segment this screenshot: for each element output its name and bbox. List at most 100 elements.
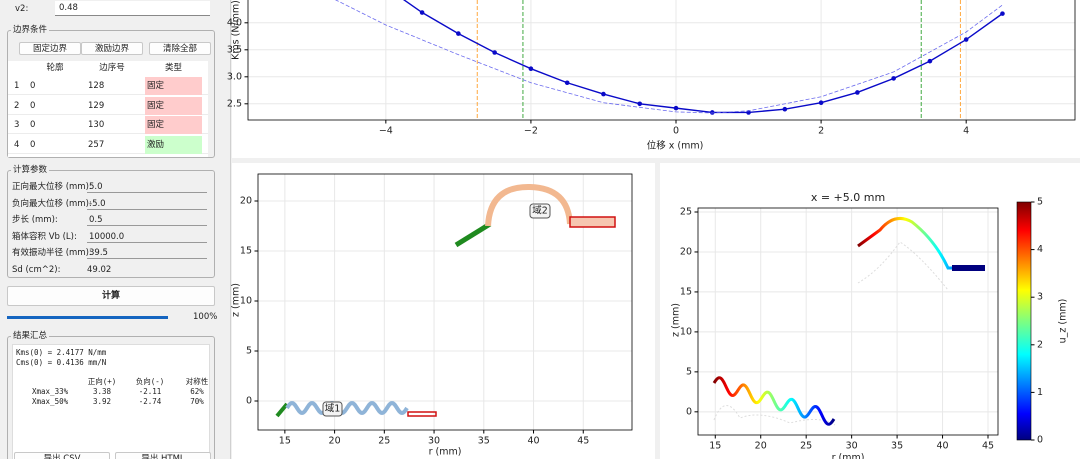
param-label: 正向最大位移 (mm): [12,182,92,192]
y-tick-label: 5 [686,366,692,377]
table-cell[interactable]: 128 [88,81,105,91]
table-cell[interactable]: 固定 [147,120,165,130]
button[interactable]: 清除全部 [149,42,211,55]
x-tick-label: 0 [673,126,679,137]
y-tick-label: 10 [240,296,252,307]
result-line: Cms(0) = 0.4136 mm/N [16,358,107,367]
x-tick-label: 45 [982,441,994,452]
table-header: 轮廓 [46,63,64,73]
group-box [7,30,215,158]
type-cell [145,96,202,115]
result-name: Xmax_50% [32,397,69,406]
x-tick-label: 15 [279,436,291,447]
table-cell[interactable]: 129 [88,100,105,111]
series-line [334,0,1003,114]
y-tick-label: 20 [680,246,692,257]
group-box [7,336,215,459]
button[interactable]: 激励边界 [81,42,143,55]
param-input[interactable]: 5.0 [87,181,207,193]
table-cell[interactable]: 固定 [147,81,165,91]
table-row-line [8,113,208,115]
button[interactable]: 导出 CSV [14,452,110,459]
group-title: 边界条件 [11,25,50,35]
table-cell[interactable]: 固定 [147,100,165,111]
dome-shape [485,183,573,227]
y-tick-label: 3.0 [227,71,242,82]
plot-frame [257,173,633,431]
table-row-line [8,94,208,95]
annotation: 域1 [325,403,341,415]
param-input[interactable]: -5.0 [87,198,207,210]
table-cell[interactable]: 0 [30,139,36,150]
green-segment [275,402,289,418]
x-tick-label: 45 [577,436,589,447]
row-index: 2 [14,100,20,111]
table-cell[interactable]: 激励 [147,139,165,150]
colorbar [1016,201,1032,441]
result-header: 负向(-) [135,377,165,386]
colorbar-label: u_z (mm) [1058,299,1069,344]
series-marker [891,76,896,81]
chart-title: x = +5.0 mm [811,191,885,204]
y-tick-label: 0 [686,406,692,417]
result-value: 62% [190,387,204,396]
table-cell[interactable]: 0 [30,120,36,130]
x-tick-label: 40 [936,441,948,452]
x-tick-label: 35 [478,436,490,447]
field-label: v2: [15,4,29,14]
table-cell[interactable]: 130 [88,120,105,130]
group-title: 计算参数 [11,165,50,175]
series-marker [963,37,969,42]
deformed-dome [857,216,985,270]
button[interactable]: 计算 [7,286,215,306]
x-tick-label: 35 [891,441,903,452]
series-marker [528,66,534,71]
series-marker [419,10,425,15]
param-label: 有效振动半径 (mm): [12,248,92,259]
x-tick-label: 40 [527,436,539,447]
series-marker [637,101,643,107]
colorbar-tick-label: 1 [1037,387,1043,398]
surround-shape [285,400,409,416]
table-cell[interactable]: 0 [30,81,36,91]
table-row-line [8,152,208,154]
annotation-box [529,203,551,219]
y-axis-label: z (mm) [671,303,682,337]
result-value: 3.92 [92,397,112,406]
text-input[interactable]: 0.48 [55,1,210,16]
button[interactable]: 固定边界 [19,42,81,55]
undeformed-outline [857,241,949,291]
y-tick-label: 25 [680,206,692,217]
colorbar-tick-label: 5 [1037,197,1043,208]
type-cell [145,135,202,154]
x-tick-label: −4 [379,126,393,137]
param-label: 箱体容积 Vb (L): [12,231,77,242]
param-input[interactable]: 39.5 [87,247,207,260]
x-tick-label: 2 [818,126,824,137]
series-line [402,0,1003,114]
x-tick-label: 20 [755,441,767,452]
param-input[interactable]: 0.5 [87,214,207,227]
button[interactable]: 导出 HTML [115,452,211,459]
control-panel: v2: 0.48 边界条件 固定边界 激励边界 清除全部 轮廓 边序号 类型 1 0 128 固定 2 0 1… [0,0,230,459]
colorbar-tick-label: 3 [1037,292,1043,303]
x-tick-label: 30 [846,441,858,452]
group-box [7,170,215,278]
table-cell[interactable]: 257 [88,139,105,150]
param-label: 负向最大位移 (mm): [12,198,92,209]
annotation: 域2 [532,205,548,217]
series-marker [782,106,788,112]
x-tick-label: 4 [963,126,969,137]
annotation-box [322,401,343,417]
series-marker [855,90,860,95]
x-axis-label: 位移 x (mm) [647,140,704,152]
series-marker [818,100,824,106]
deformed-surround [712,376,836,426]
y-tick-label: 4.0 [227,17,242,28]
series-marker [1000,11,1005,16]
table-cell[interactable]: 0 [30,100,36,111]
param-input[interactable]: 10000.0 [87,231,207,243]
series-marker [673,105,679,111]
result-line: Kms(0) = 2.4177 N/mm [16,348,107,357]
